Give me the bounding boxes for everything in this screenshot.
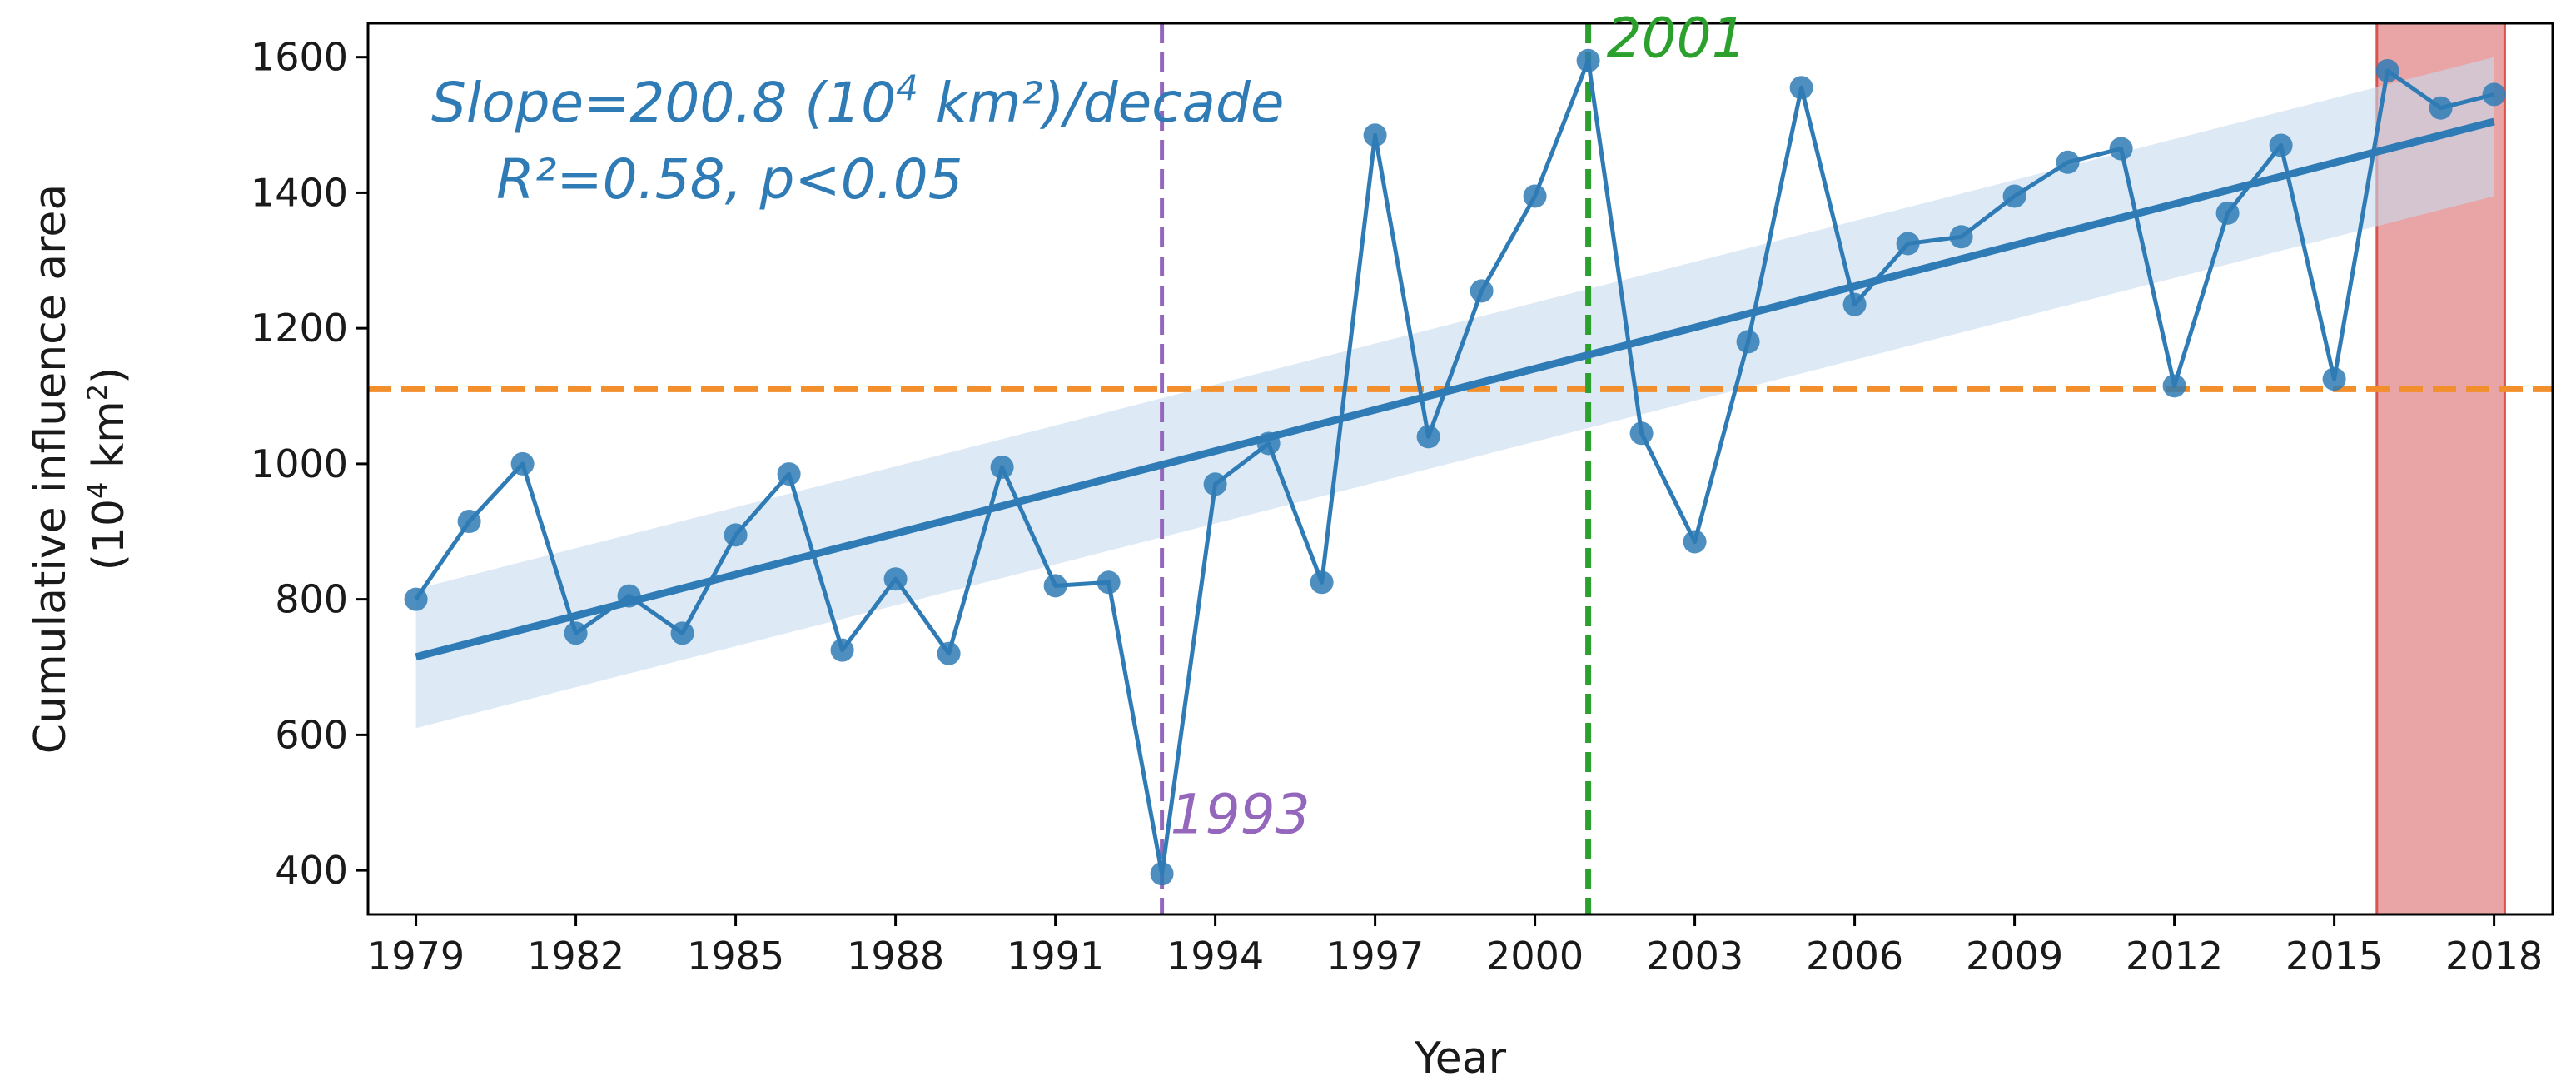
x-tick-label-1979: 1979 (367, 934, 465, 979)
x-tick-label-2015: 2015 (2285, 934, 2383, 979)
y-axis-label-line2: (104 km2) (82, 367, 134, 571)
data-point-1989 (937, 641, 961, 665)
data-point-1980 (457, 510, 481, 534)
event-label-2001: 2001 (1607, 7, 1747, 71)
data-point-2005 (1789, 76, 1813, 100)
data-point-1998 (1416, 425, 1440, 449)
y-axis-label-sup2: 2 (82, 384, 113, 401)
data-point-2007 (1896, 232, 1920, 256)
y-tick-label-1400: 1400 (251, 170, 348, 215)
x-tick-label-1997: 1997 (1326, 934, 1424, 979)
x-tick-label-2012: 2012 (2126, 934, 2223, 979)
data-point-2001 (1576, 48, 1600, 72)
data-point-1996 (1310, 570, 1334, 595)
y-axis-label-sup: 4 (82, 482, 113, 499)
y-axis-label-line1: Cumulative influence area (26, 184, 76, 754)
x-tick-label-2003: 2003 (1646, 934, 1743, 979)
slope-annotation: Slope=200.8 (104 km²)/decade (431, 67, 1284, 135)
data-point-1985 (724, 523, 748, 547)
x-tick-label-1985: 1985 (687, 934, 784, 979)
trend-line (415, 117, 2495, 661)
x-tick-label-2000: 2000 (1486, 934, 1584, 979)
plot-frame (366, 22, 2554, 916)
data-point-1995 (1256, 431, 1281, 456)
data-point-2009 (2002, 184, 2026, 208)
data-point-1988 (883, 567, 908, 591)
chart-data-layer (368, 23, 2553, 914)
slope-annotation-suffix: km²)/decade (918, 71, 1285, 135)
x-tick-label-1982: 1982 (527, 934, 624, 979)
data-point-2008 (1949, 225, 1973, 249)
data-point-1987 (830, 638, 854, 662)
data-point-1993 (1150, 862, 1174, 886)
y-tick-label-800: 800 (275, 577, 348, 622)
data-point-2017 (2429, 96, 2453, 120)
data-point-1991 (1043, 574, 1067, 598)
data-point-1997 (1363, 123, 1387, 147)
x-axis-label: Year (1414, 1034, 1507, 1084)
data-point-1992 (1097, 570, 1121, 595)
y-axis-label-suffix: ) (84, 367, 134, 384)
data-point-2016 (2375, 58, 2399, 82)
data-point-2006 (1842, 292, 1867, 316)
slope-annotation-prefix: Slope=200.8 (10 (431, 71, 896, 135)
r2-annotation: R²=0.58, p<0.05 (496, 147, 963, 212)
data-point-1986 (777, 462, 801, 486)
event-label-1993: 1993 (1171, 782, 1310, 846)
data-point-2013 (2215, 201, 2240, 225)
series-line (414, 58, 2495, 876)
x-tick-label-1994: 1994 (1166, 934, 1264, 979)
data-point-2015 (2322, 367, 2346, 391)
y-axis-label-mid: km (84, 401, 134, 481)
y-tick-label-1200: 1200 (251, 306, 348, 351)
data-point-2011 (2109, 137, 2133, 161)
x-tick-label-1988: 1988 (847, 934, 944, 979)
y-tick-label-1600: 1600 (251, 35, 348, 80)
data-point-1984 (670, 621, 694, 645)
data-point-2002 (1629, 421, 1654, 446)
data-point-1994 (1203, 472, 1227, 496)
y-tick-label-600: 600 (275, 712, 348, 757)
data-point-2012 (2162, 374, 2186, 398)
data-point-2018 (2482, 82, 2506, 107)
data-point-2000 (1523, 184, 1547, 208)
chart-axes-layer: 1979 1982 1985 1988 1991 1994 1997 2000 2003 2006… (251, 22, 2554, 979)
y-tick-label-1000: 1000 (251, 441, 348, 486)
data-point-1979 (404, 587, 428, 611)
data-point-2004 (1736, 330, 1760, 354)
data-point-1982 (564, 621, 588, 645)
data-point-1983 (617, 584, 641, 608)
x-tick-label-2009: 2009 (1966, 934, 2063, 979)
y-axis-label-prefix: (10 (84, 499, 134, 570)
y-tick-label-400: 400 (275, 848, 348, 893)
chart-text-layer: Year Cumulative influence area (104 km2)… (26, 7, 1747, 1084)
x-tick-label-2018: 2018 (2445, 934, 2543, 979)
data-point-2003 (1683, 530, 1707, 554)
data-point-1999 (1470, 279, 1494, 303)
data-point-1981 (510, 451, 535, 476)
data-point-2014 (2269, 133, 2293, 157)
data-point-1990 (990, 455, 1014, 479)
data-point-2010 (2056, 150, 2080, 174)
x-tick-label-2006: 2006 (1806, 934, 1903, 979)
x-tick-label-1991: 1991 (1007, 934, 1104, 979)
slope-annotation-sup: 4 (896, 67, 918, 108)
